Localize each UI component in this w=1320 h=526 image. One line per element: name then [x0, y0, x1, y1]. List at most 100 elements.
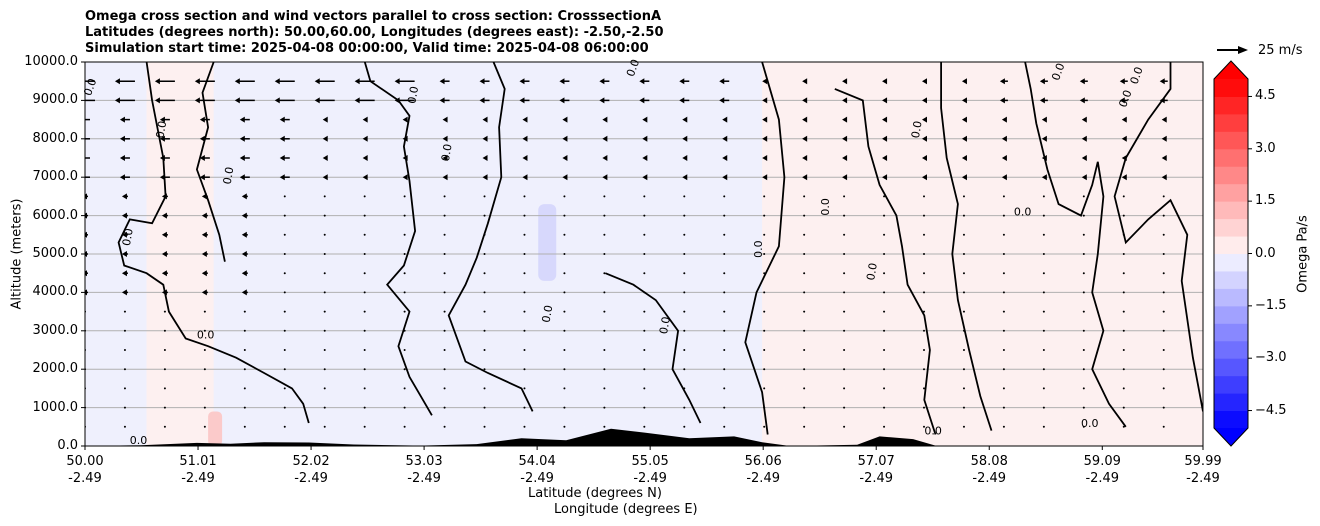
wind-vector-495: [842, 97, 848, 104]
wind-vector-154: [643, 329, 646, 332]
colorbar-tick-label-3: 0.0: [1255, 245, 1276, 261]
wind-vector-236: [563, 272, 566, 275]
wind-vector-330: [962, 214, 965, 217]
wind-vector-44: [723, 406, 726, 409]
wind-vector-284: [241, 231, 248, 238]
wind-vector-212: [723, 291, 726, 294]
wind-vector-109: [1082, 368, 1085, 371]
wind-vector-179: [523, 310, 526, 313]
wind-vector-89: [283, 368, 286, 371]
wind-vector-42: [643, 406, 646, 409]
wind-vector-479: [194, 97, 215, 104]
wind-vector-198: [161, 289, 168, 296]
terrain: [85, 428, 1203, 446]
wind-vector-99: [683, 368, 686, 371]
wind-vector-526: [961, 78, 967, 85]
wind-vector-391: [1161, 174, 1167, 181]
y-tick-label-10: 10000.0: [24, 54, 78, 69]
wind-vector-506: [154, 78, 175, 85]
wind-vector-8: [403, 425, 406, 428]
wind-vector-124: [563, 349, 566, 351]
wind-vector-354: [803, 195, 806, 198]
wind-vector-254: [161, 251, 168, 257]
zero-contour-0: [117, 62, 310, 424]
wind-vector-15: [683, 425, 686, 428]
wind-vector-256: [241, 251, 248, 257]
wind-vector-251: [1162, 272, 1165, 275]
wind-vector-458: [482, 116, 488, 123]
wind-vector-488: [559, 97, 570, 104]
wind-vector-265: [603, 253, 606, 255]
zero-contour-8: [1113, 62, 1203, 412]
wind-vector-129: [763, 349, 766, 351]
wind-vector-389: [1081, 174, 1087, 181]
wind-vector-302: [962, 233, 965, 236]
wind-vector-443: [1001, 135, 1007, 142]
wind-vector-329: [923, 214, 926, 217]
wind-vector-203: [363, 291, 366, 294]
wind-vector-510: [314, 78, 335, 85]
wind-vector-68: [563, 387, 566, 390]
wind-vector-206: [483, 291, 486, 294]
wind-vector-435: [682, 135, 688, 142]
wind-vector-174: [323, 310, 326, 313]
contour-label-19: 0.0: [130, 434, 148, 447]
chart-title: Omega cross section and wind vectors par…: [85, 9, 662, 24]
wind-vector-201: [283, 291, 286, 294]
wind-vector-360: [1042, 195, 1045, 198]
wind-vector-500: [1039, 97, 1048, 104]
x-tick-lon-label-7: -2.49: [859, 471, 894, 486]
wind-vector-94: [483, 368, 486, 371]
wind-vector-321: [603, 214, 606, 217]
wind-vector-467: [842, 116, 848, 123]
wind-vector-39: [523, 406, 526, 409]
wind-vector-363: [1162, 195, 1165, 198]
wind-vector-306: [1122, 233, 1125, 236]
wind-vector-527: [999, 78, 1008, 85]
wind-vector-47: [843, 406, 846, 409]
wind-vector-327: [843, 214, 846, 217]
wind-vector-75: [843, 387, 846, 390]
wind-vector-374: [482, 174, 488, 181]
wind-vector-348: [563, 195, 566, 198]
wind-vector-326: [803, 214, 806, 217]
wind-vector-181: [603, 310, 606, 313]
wind-vector-104: [883, 368, 886, 371]
wind-vector-498: [961, 97, 967, 104]
zero-contour-6: [834, 88, 937, 435]
wind-vector-339: [201, 193, 208, 200]
colorbar-outline: [1213, 60, 1249, 447]
wind-vector-2: [163, 425, 166, 428]
wind-vector-357: [923, 195, 926, 198]
wind-vector-24: [1042, 425, 1045, 428]
wind-vector-411: [842, 155, 848, 161]
x-tick-lon-label-6: -2.49: [746, 471, 780, 486]
wind-vector-441: [922, 135, 928, 142]
wind-vector-414: [961, 155, 967, 161]
colorbar-tick-label-6: −4.5: [1255, 402, 1287, 418]
wind-vector-487: [519, 97, 530, 104]
wind-vector-489: [599, 97, 610, 104]
contour-label-8: 0.0: [540, 304, 556, 323]
y-axis-label: Altitude (meters): [9, 198, 25, 310]
wind-vector-457: [442, 116, 448, 123]
x-tick-label-5: 55.05: [631, 454, 669, 469]
x-tick-lon-label-5: -2.49: [633, 471, 667, 486]
wind-vector-258: [323, 253, 326, 255]
wind-vector-351: [683, 195, 686, 198]
quiver-key-arrow: [1217, 46, 1248, 54]
wind-vector-205: [443, 291, 446, 294]
wind-vector-417: [1081, 155, 1087, 161]
colorbar-band-4: [1214, 340, 1248, 359]
wind-vector-17: [763, 425, 766, 428]
wind-vector-57: [123, 387, 126, 390]
wind-vector-485: [439, 97, 450, 104]
y-tick-label-2: 2000.0: [32, 361, 79, 377]
wind-vector-422: [159, 135, 170, 142]
wind-vector-386: [961, 174, 967, 181]
wind-vector-107: [1002, 368, 1005, 371]
wind-vector-423: [199, 135, 210, 142]
contour-label-17: 0.0: [864, 262, 880, 281]
wind-vector-268: [723, 253, 726, 255]
chart-subtitle-times: Simulation start time: 2025-04-08 00:00:…: [85, 41, 649, 56]
